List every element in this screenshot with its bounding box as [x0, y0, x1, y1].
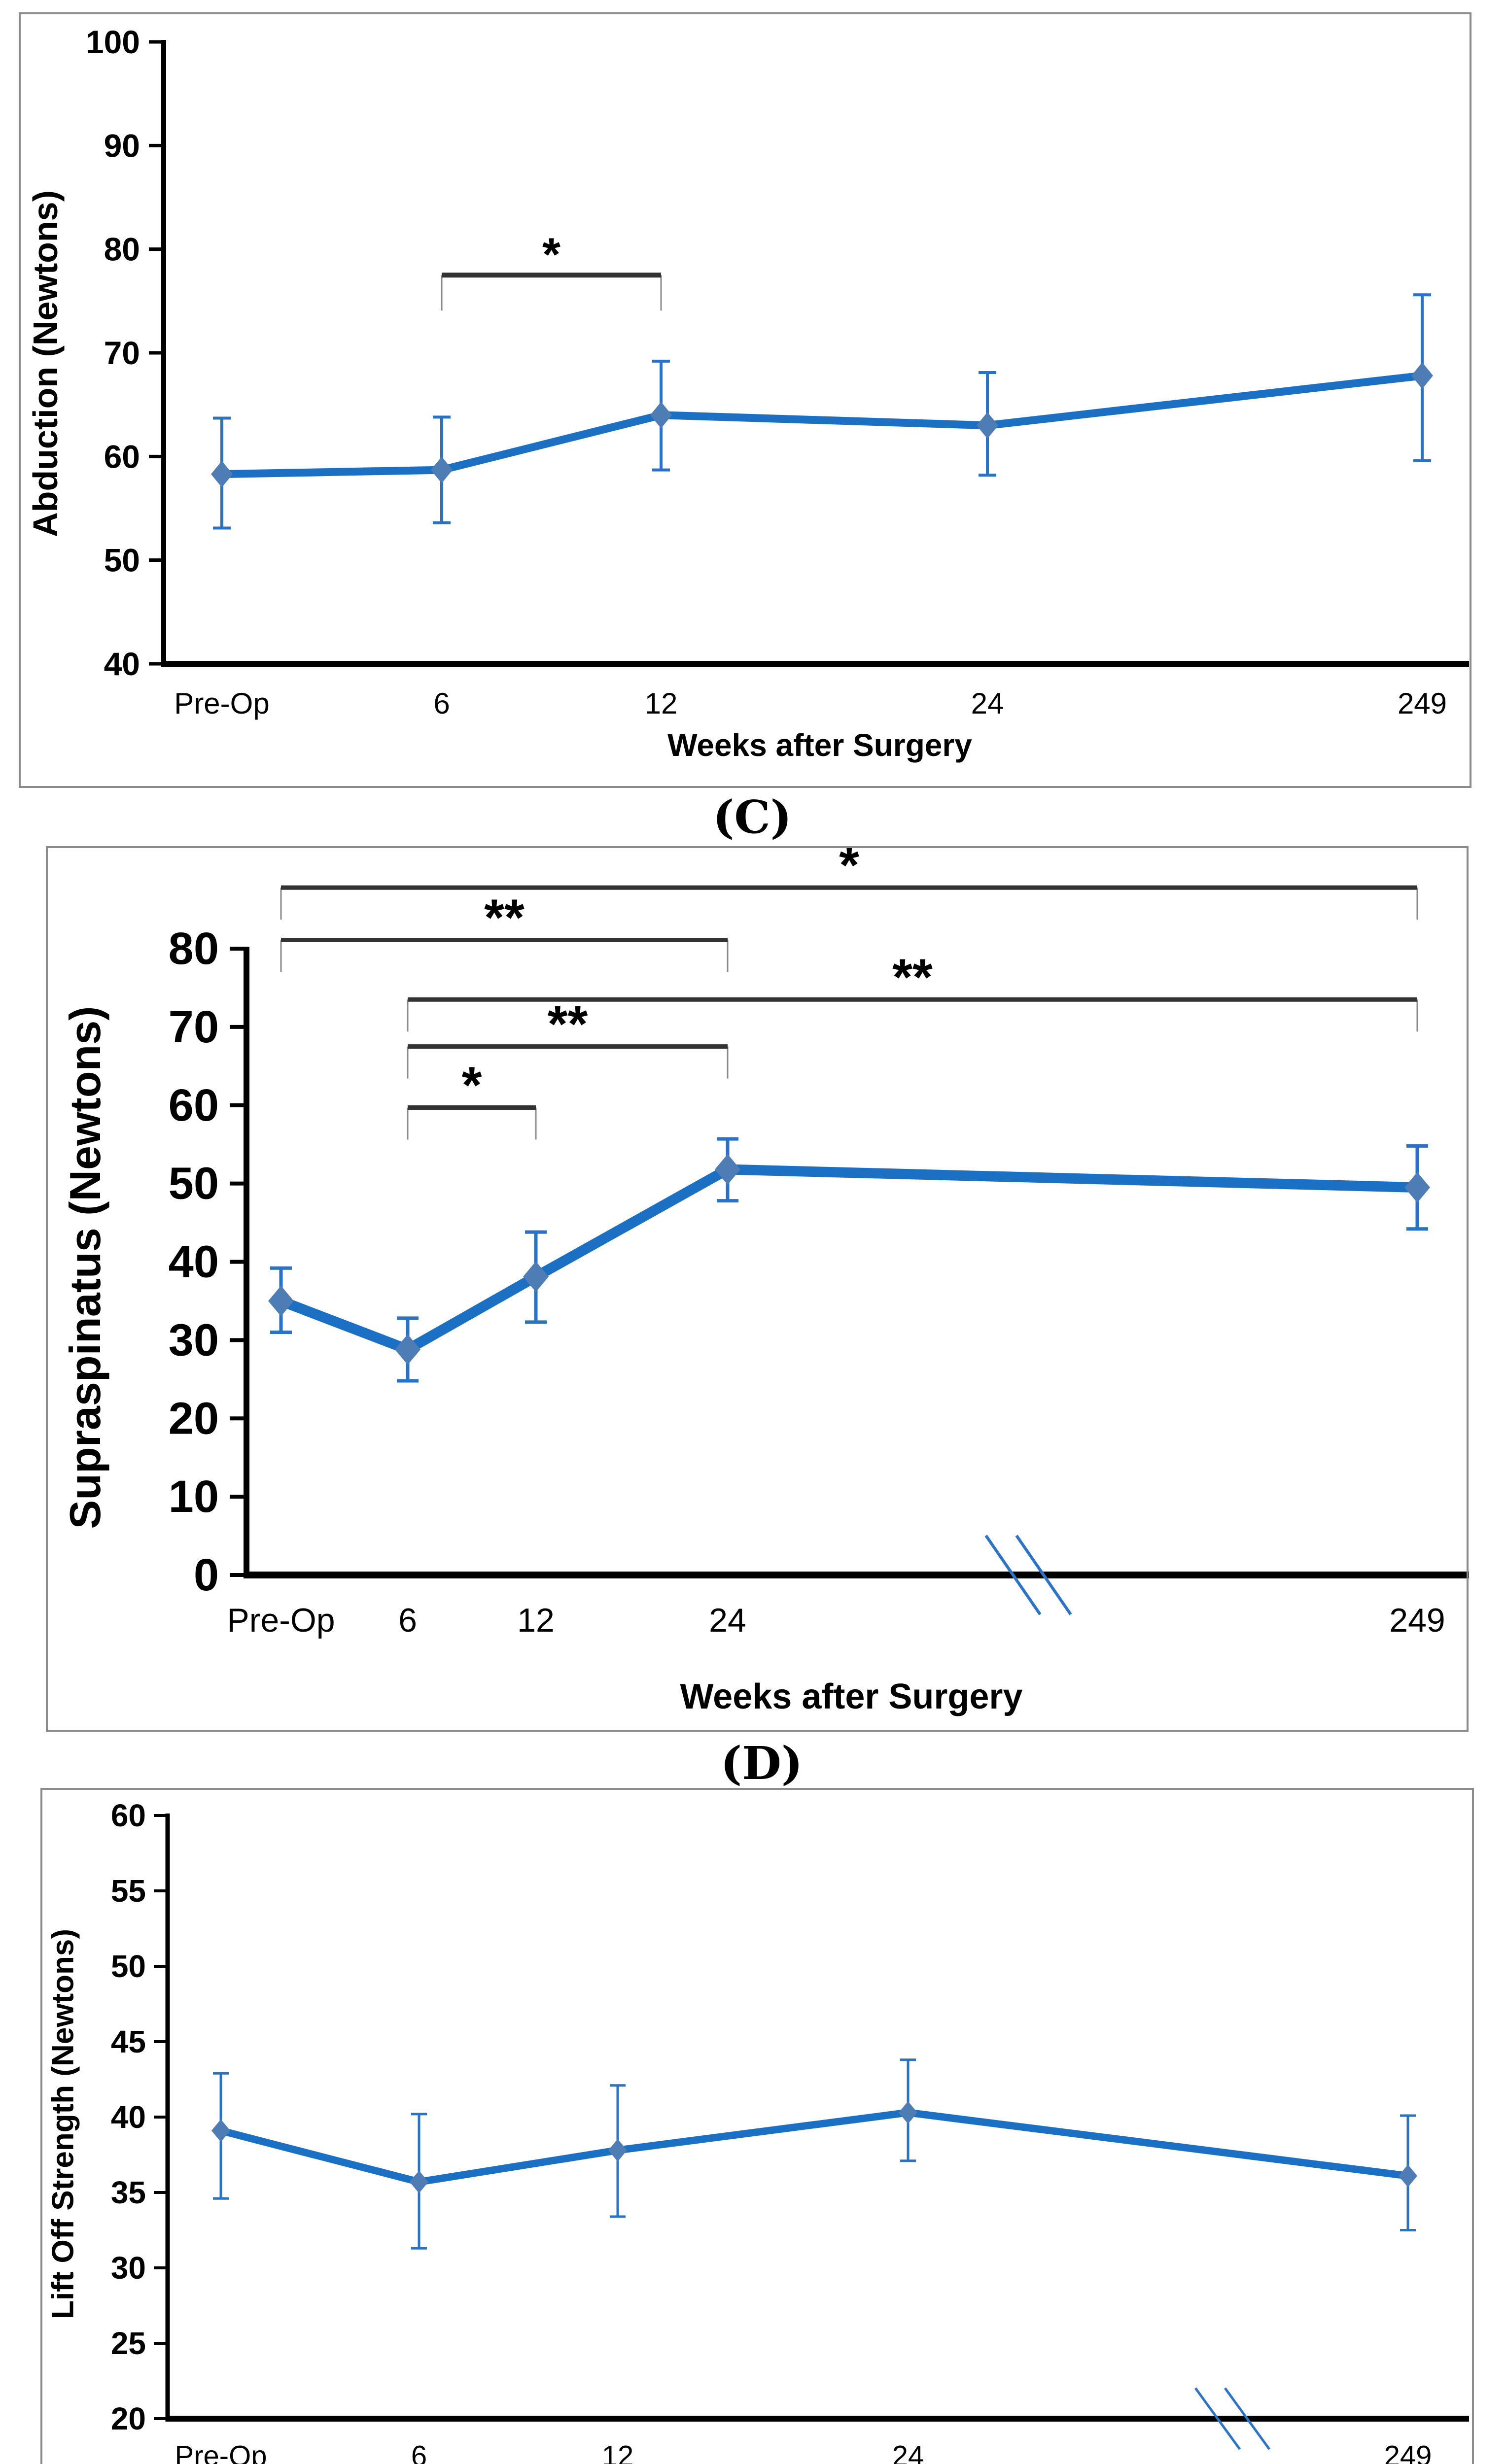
- data-point-marker: [899, 2101, 917, 2124]
- data-point-marker: [977, 412, 998, 439]
- x-category-label: 6: [411, 2440, 427, 2464]
- y-tick-label: 80: [104, 231, 140, 268]
- x-category-label: 249: [1398, 687, 1447, 720]
- y-tick-label: 50: [169, 1159, 219, 1209]
- x-axis-title-supraspinatus: Weeks after Surgery: [680, 1677, 1023, 1716]
- panel-frame-liftoff: [40, 1788, 1474, 2464]
- x-category-label: 6: [398, 1602, 417, 1639]
- y-tick-label: 55: [111, 1873, 146, 1909]
- y-tick-label: 90: [104, 127, 140, 164]
- data-point-marker: [431, 456, 453, 483]
- x-category-label: Pre-Op: [227, 1602, 335, 1639]
- y-axis-title-liftoff: Lift Off Strength (Newtons): [46, 1928, 80, 2320]
- y-axis-title-abduction: Abduction (Newtons): [26, 190, 65, 537]
- y-tick-label: 30: [169, 1315, 219, 1365]
- data-point-marker: [410, 2170, 428, 2193]
- data-point-marker: [1399, 2164, 1417, 2188]
- y-tick-label: 0: [194, 1550, 219, 1600]
- x-category-label: 249: [1389, 1602, 1445, 1639]
- y-tick-label: 10: [169, 1472, 219, 1522]
- x-category-label: 6: [433, 687, 450, 720]
- significance-label: *: [462, 1057, 482, 1114]
- x-category-label: 12: [517, 1602, 555, 1639]
- x-category-label: 24: [709, 1602, 746, 1639]
- data-point-marker: [395, 1334, 420, 1365]
- panel-frame-abduction: [19, 12, 1471, 788]
- x-category-label: 24: [892, 2440, 924, 2464]
- data-point-marker: [211, 461, 233, 488]
- data-point-marker: [211, 2119, 230, 2142]
- y-tick-label: 25: [111, 2326, 146, 2361]
- y-tick-label: 100: [86, 24, 140, 60]
- data-point-marker: [715, 1154, 740, 1185]
- y-tick-label: 45: [111, 2024, 146, 2059]
- y-tick-label: 60: [104, 438, 140, 475]
- chart-panel-c: 40 50 60 70 80 90 100 Pre-Op 6 12 24 249 *: [86, 24, 1469, 720]
- panel-label-c: (C): [712, 790, 792, 844]
- x-category-label: Pre-Op: [175, 2440, 267, 2464]
- axis-break-mark: [1224, 2387, 1271, 2450]
- y-axis-title-supraspinatus: Supraspinatus (Newtons): [61, 1006, 109, 1529]
- significance-label: *: [839, 836, 859, 894]
- y-tick-label: 20: [111, 2401, 146, 2436]
- panel-frame-supraspinatus: [46, 846, 1469, 1732]
- significance-label: *: [542, 228, 560, 280]
- chart-panel-e: 20 25 30 35 40 45 50 55 60 Pre-Op 6 12 24 249: [111, 1798, 1469, 2464]
- y-tick-label: 60: [169, 1080, 219, 1130]
- axis-break-mark: [1015, 1535, 1072, 1615]
- y-tick-label: 20: [169, 1393, 219, 1443]
- significance-label: **: [548, 995, 588, 1053]
- data-point-marker: [268, 1285, 294, 1316]
- panel-label-d: (D): [720, 1737, 803, 1790]
- y-tick-label: 40: [169, 1237, 219, 1287]
- data-point-marker: [1404, 1172, 1430, 1203]
- significance-label: **: [892, 948, 933, 1006]
- significance-label: **: [484, 889, 525, 947]
- data-point-marker: [650, 402, 672, 429]
- y-tick-label: 40: [111, 2099, 146, 2135]
- data-point-marker: [1411, 362, 1433, 389]
- x-category-label: 12: [645, 687, 678, 720]
- x-category-label: Pre-Op: [174, 687, 269, 720]
- x-category-label: 12: [602, 2440, 634, 2464]
- x-axis-title-abduction: Weeks after Surgery: [667, 727, 972, 763]
- y-tick-label: 60: [111, 1798, 146, 1833]
- y-tick-label: 50: [104, 542, 140, 579]
- y-tick-label: 80: [169, 924, 219, 974]
- y-tick-label: 30: [111, 2250, 146, 2286]
- axis-break-mark: [1194, 2387, 1241, 2450]
- y-tick-label: 70: [104, 335, 140, 371]
- y-tick-label: 50: [111, 1949, 146, 1984]
- x-category-label: 24: [971, 687, 1004, 720]
- y-tick-label: 40: [104, 646, 140, 682]
- axis-break-mark: [984, 1535, 1042, 1615]
- y-tick-label: 70: [169, 1002, 219, 1052]
- data-point-marker: [523, 1261, 549, 1292]
- x-category-label: 249: [1384, 2440, 1432, 2464]
- y-tick-label: 35: [111, 2175, 146, 2210]
- data-point-marker: [608, 2139, 627, 2162]
